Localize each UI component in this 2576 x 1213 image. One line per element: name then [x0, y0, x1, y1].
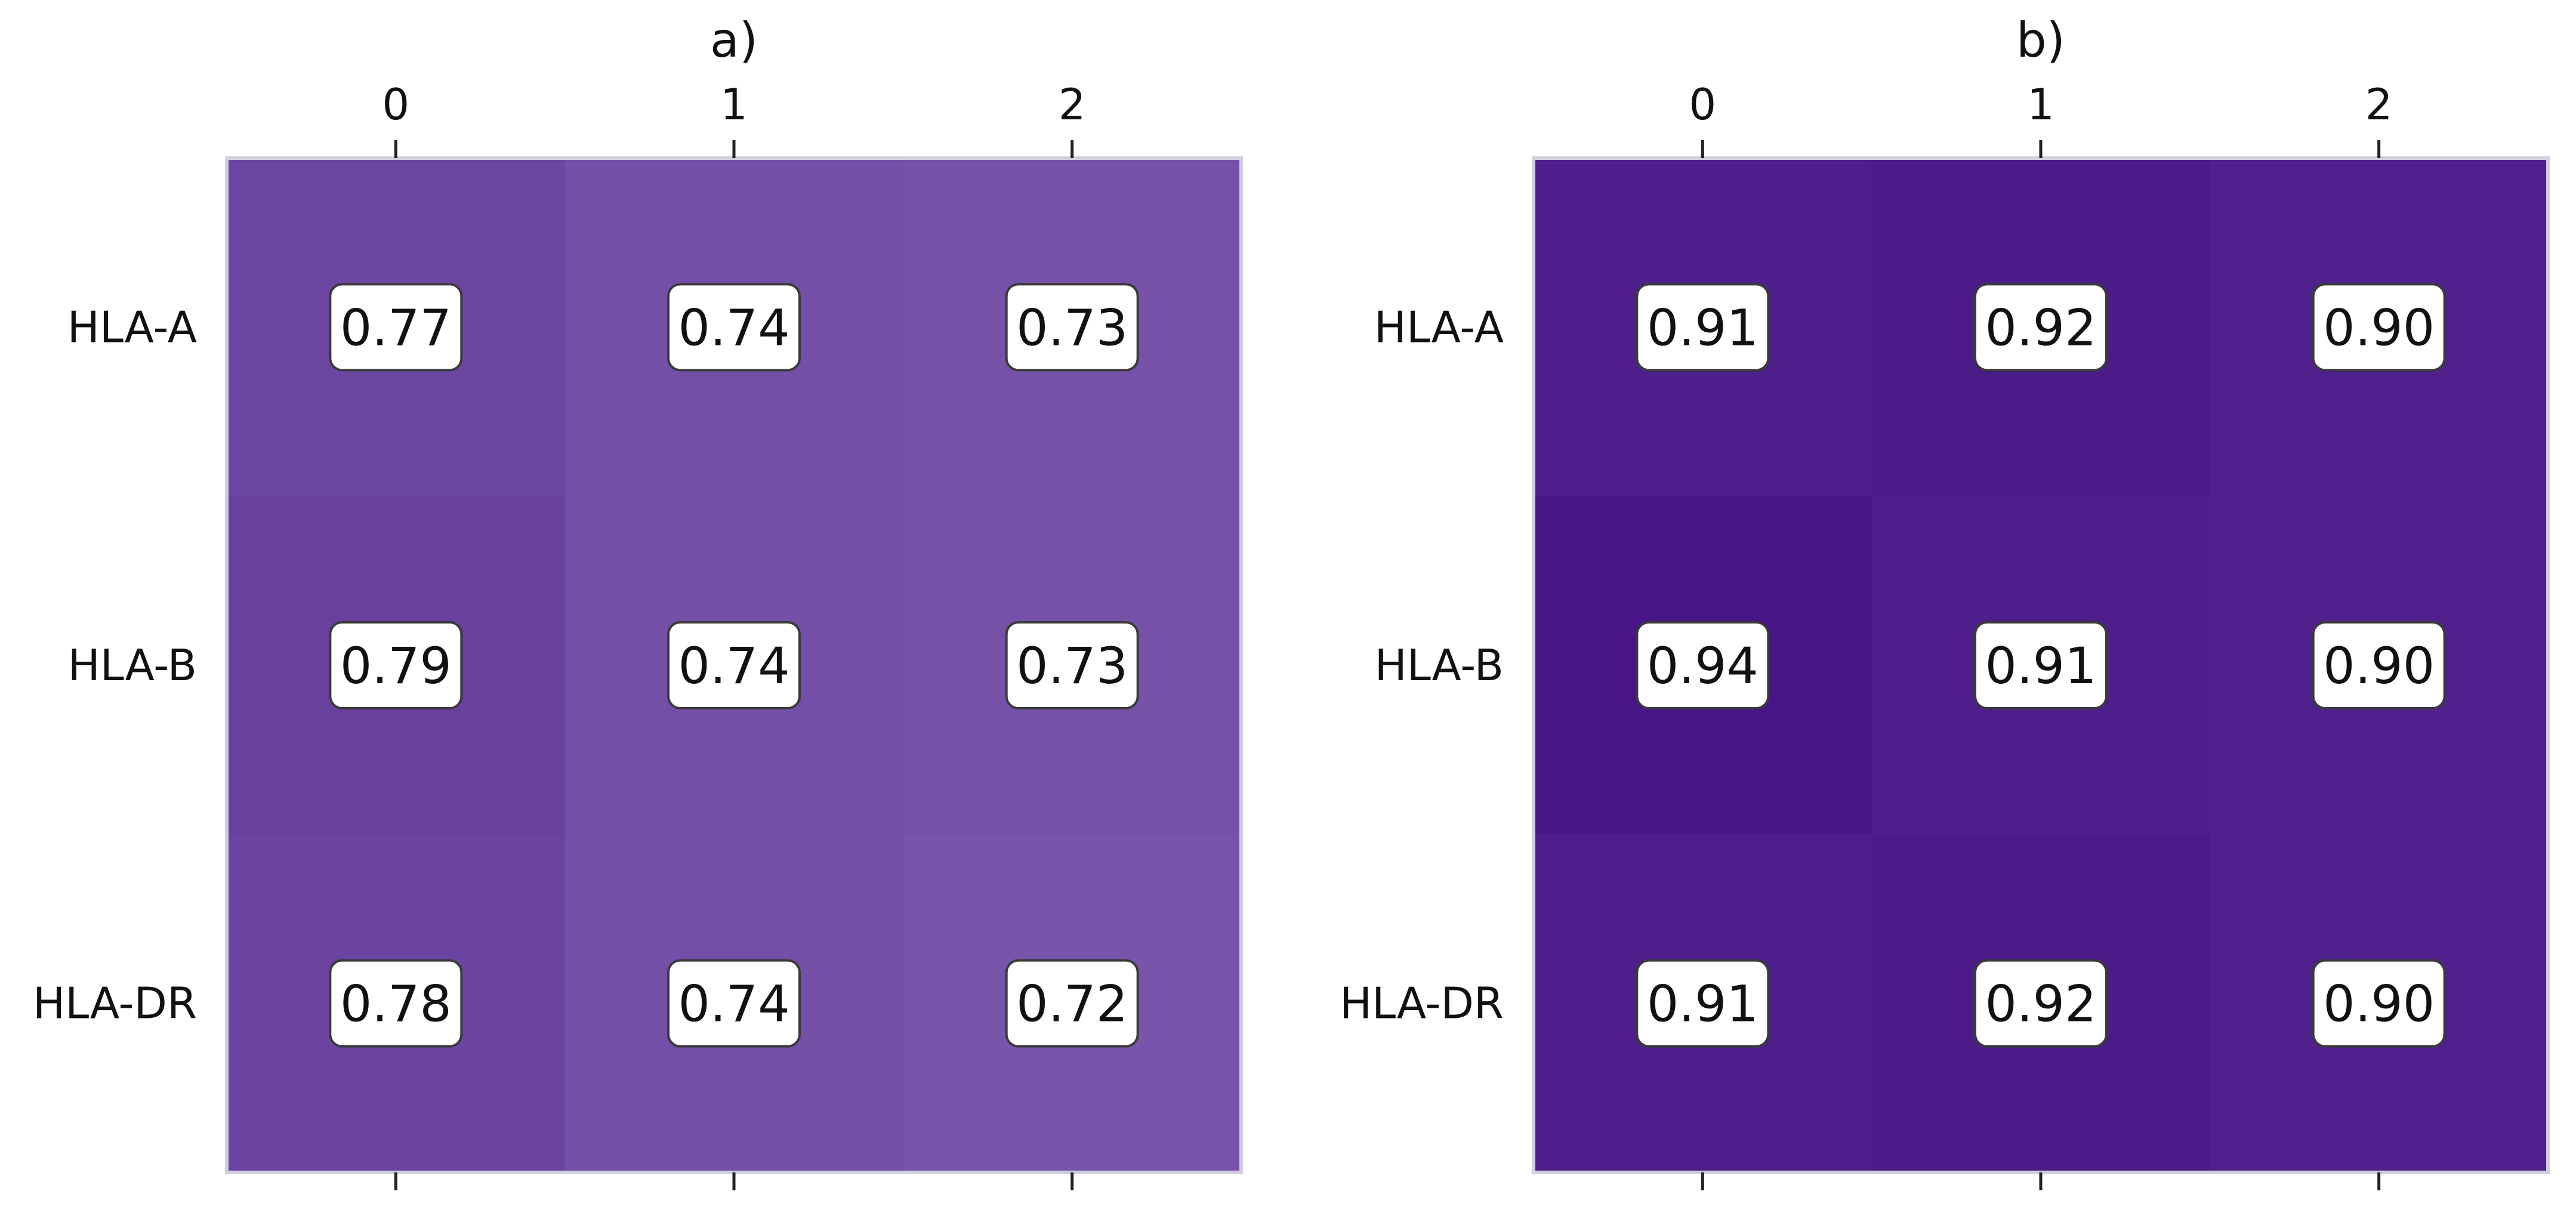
value-label-1-2-1: 0.92 — [1985, 975, 2096, 1033]
value-label-box-0-0-0 — [329, 283, 463, 372]
column-tick-label-0-0: 0 — [382, 79, 409, 129]
value-label-box-0-0-1 — [667, 283, 801, 372]
value-label-box-0-2-0 — [329, 959, 463, 1048]
value-label-1-1-1: 0.91 — [1985, 637, 2096, 695]
row-label-0-1: HLA-B — [68, 640, 197, 690]
value-label-box-1-2-1 — [1974, 959, 2108, 1048]
row-label-0-2: HLA-DR — [33, 979, 197, 1029]
row-label-1-0: HLA-A — [1374, 302, 1504, 352]
value-label-box-1-1-1 — [1974, 621, 2108, 709]
column-tick-label-1-2: 2 — [2365, 79, 2393, 129]
value-label-box-0-2-2 — [1005, 959, 1139, 1048]
value-label-box-0-1-2 — [1005, 621, 1139, 709]
column-tick-label-0-2: 2 — [1059, 79, 1086, 129]
value-label-box-1-2-0 — [1636, 959, 1770, 1048]
panel-title-1: b) — [2016, 13, 2065, 68]
value-label-0-0-0: 0.77 — [340, 298, 452, 357]
value-label-0-0-2: 0.73 — [1016, 298, 1128, 357]
value-label-1-2-0: 0.91 — [1647, 975, 1759, 1033]
value-label-box-0-1-1 — [667, 621, 801, 709]
value-label-1-0-1: 0.92 — [1985, 298, 2096, 357]
value-label-0-1-0: 0.79 — [340, 637, 452, 695]
value-label-box-0-1-0 — [329, 621, 463, 709]
row-label-1-1: HLA-B — [1375, 640, 1504, 690]
value-label-1-0-0: 0.91 — [1647, 298, 1759, 357]
value-label-0-1-2: 0.73 — [1016, 637, 1128, 695]
value-label-1-1-2: 0.90 — [2323, 637, 2435, 695]
value-label-1-2-2: 0.90 — [2323, 975, 2435, 1033]
value-label-1-1-0: 0.94 — [1647, 637, 1759, 695]
value-label-box-1-0-0 — [1636, 283, 1770, 372]
value-label-0-2-0: 0.78 — [340, 975, 452, 1033]
row-label-1-2: HLA-DR — [1340, 979, 1504, 1029]
value-label-1-0-2: 0.90 — [2323, 298, 2435, 357]
panel-title-0: a) — [710, 13, 758, 68]
value-label-box-1-0-2 — [2312, 283, 2446, 372]
column-tick-label-1-1: 1 — [2027, 79, 2054, 129]
row-label-0-0: HLA-A — [67, 302, 197, 352]
column-tick-label-1-0: 0 — [1689, 79, 1716, 129]
value-label-0-0-1: 0.74 — [678, 298, 789, 357]
heatmap-panel-a: 0.77 0.74 0.73 0.79 0.74 0.73 0.78 0.74 0.72 0 1 2 H… — [33, 13, 1243, 1190]
value-label-box-1-1-0 — [1636, 621, 1770, 709]
value-label-box-0-2-1 — [667, 959, 801, 1048]
value-label-0-1-1: 0.74 — [678, 637, 789, 695]
value-label-0-2-1: 0.74 — [678, 975, 789, 1033]
value-label-box-1-0-1 — [1974, 283, 2108, 372]
value-label-0-2-2: 0.72 — [1016, 975, 1128, 1033]
value-label-box-1-2-2 — [2312, 959, 2446, 1048]
value-label-box-0-0-2 — [1005, 283, 1139, 372]
value-label-box-1-1-2 — [2312, 621, 2446, 709]
column-tick-label-0-1: 1 — [720, 79, 748, 129]
heatmap-panel-b: 0.91 0.92 0.90 0.94 0.91 0.90 0.91 0.92 0.90 0 1 2 H… — [1340, 13, 2550, 1190]
